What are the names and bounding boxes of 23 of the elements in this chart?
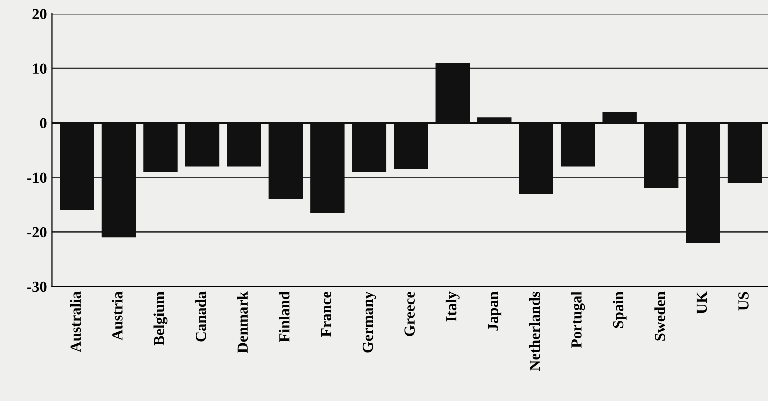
x-tick-label: Belgium [154, 292, 168, 346]
x-tick-label: Japan [488, 292, 502, 331]
y-tick-label: -20 [28, 227, 47, 238]
x-tick-label: Germany [362, 292, 376, 353]
y-tick-label: 0 [40, 118, 47, 129]
x-tick-label: Italy [446, 292, 460, 322]
y-tick-label: 10 [33, 64, 47, 74]
y-tick-label: -10 [28, 172, 47, 184]
x-tick-label: Netherlands [529, 292, 540, 372]
y-tick-label: -30 [28, 282, 47, 292]
x-tick-label: US [738, 292, 749, 311]
x-tick-label: Sweden [654, 292, 666, 341]
x-tick-label: Finland [279, 292, 290, 342]
x-tick-label: Portugal [571, 292, 586, 348]
x-tick-label: Greece [404, 292, 415, 336]
y-tick-label: 20 [32, 9, 47, 20]
x-tick-label: Canada [196, 292, 206, 342]
x-tick-label: France [321, 292, 332, 338]
x-tick-label: Denmark [237, 292, 248, 354]
x-tick-label: Australia [70, 292, 82, 353]
x-tick-label: Spain [612, 292, 627, 328]
x-tick-label: UK [696, 292, 708, 314]
x-tick-label: Austria [112, 292, 123, 341]
